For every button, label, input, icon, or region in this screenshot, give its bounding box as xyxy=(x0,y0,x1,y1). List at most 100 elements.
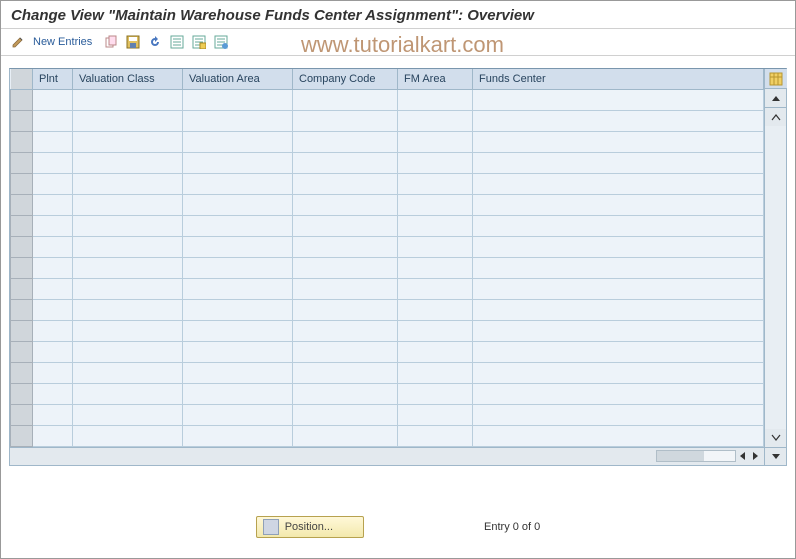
cell[interactable] xyxy=(293,152,398,173)
copy-icon[interactable] xyxy=(102,33,120,51)
cell[interactable] xyxy=(33,278,73,299)
cell[interactable] xyxy=(183,341,293,362)
table-row[interactable] xyxy=(11,362,764,383)
row-selector[interactable] xyxy=(11,131,33,152)
cell[interactable] xyxy=(73,320,183,341)
cell[interactable] xyxy=(183,257,293,278)
cell[interactable] xyxy=(33,404,73,425)
table-row[interactable] xyxy=(11,404,764,425)
cell[interactable] xyxy=(473,299,764,320)
cell[interactable] xyxy=(293,194,398,215)
cell[interactable] xyxy=(293,89,398,110)
cell[interactable] xyxy=(398,236,473,257)
col-company-code[interactable]: Company Code xyxy=(293,69,398,89)
cell[interactable] xyxy=(473,110,764,131)
table-row[interactable] xyxy=(11,173,764,194)
scroll-up-step-button[interactable] xyxy=(765,108,786,126)
table-row[interactable] xyxy=(11,278,764,299)
col-funds-center[interactable]: Funds Center xyxy=(473,69,764,89)
row-selector[interactable] xyxy=(11,341,33,362)
cell[interactable] xyxy=(293,278,398,299)
undo-icon[interactable] xyxy=(146,33,164,51)
row-selector[interactable] xyxy=(11,257,33,278)
row-selector[interactable] xyxy=(11,320,33,341)
cell[interactable] xyxy=(183,425,293,446)
cell[interactable] xyxy=(183,215,293,236)
cell[interactable] xyxy=(33,89,73,110)
row-selector[interactable] xyxy=(11,236,33,257)
cell[interactable] xyxy=(183,278,293,299)
scroll-down-button[interactable] xyxy=(765,447,786,465)
cell[interactable] xyxy=(183,404,293,425)
cell[interactable] xyxy=(33,131,73,152)
col-plnt[interactable]: Plnt xyxy=(33,69,73,89)
cell[interactable] xyxy=(183,320,293,341)
cell[interactable] xyxy=(398,362,473,383)
scroll-up-button[interactable] xyxy=(765,90,786,108)
cell[interactable] xyxy=(398,404,473,425)
scroll-left-icon[interactable] xyxy=(738,451,748,461)
cell[interactable] xyxy=(33,173,73,194)
scroll-down-step-button[interactable] xyxy=(765,429,786,447)
cell[interactable] xyxy=(183,173,293,194)
cell[interactable] xyxy=(33,257,73,278)
col-valuation-class[interactable]: Valuation Class xyxy=(73,69,183,89)
cell[interactable] xyxy=(293,236,398,257)
cell[interactable] xyxy=(183,194,293,215)
cell[interactable] xyxy=(73,89,183,110)
table-row[interactable] xyxy=(11,320,764,341)
cell[interactable] xyxy=(398,341,473,362)
row-selector[interactable] xyxy=(11,110,33,131)
horizontal-scrollbar[interactable] xyxy=(10,447,764,465)
table-row[interactable] xyxy=(11,341,764,362)
table-row[interactable] xyxy=(11,215,764,236)
cell[interactable] xyxy=(473,257,764,278)
cell[interactable] xyxy=(73,110,183,131)
hscroll-track[interactable] xyxy=(656,450,736,462)
cell[interactable] xyxy=(473,320,764,341)
cell[interactable] xyxy=(293,173,398,194)
cell[interactable] xyxy=(183,362,293,383)
cell[interactable] xyxy=(398,131,473,152)
cell[interactable] xyxy=(73,383,183,404)
save-icon[interactable] xyxy=(124,33,142,51)
cell[interactable] xyxy=(398,257,473,278)
cell[interactable] xyxy=(73,215,183,236)
row-selector[interactable] xyxy=(11,194,33,215)
row-selector[interactable] xyxy=(11,425,33,446)
cell[interactable] xyxy=(473,173,764,194)
cell[interactable] xyxy=(293,341,398,362)
cell[interactable] xyxy=(183,383,293,404)
select-column-header[interactable] xyxy=(11,69,33,89)
cell[interactable] xyxy=(398,299,473,320)
table-row[interactable] xyxy=(11,425,764,446)
cell[interactable] xyxy=(473,404,764,425)
cell[interactable] xyxy=(33,425,73,446)
cell[interactable] xyxy=(473,236,764,257)
cell[interactable] xyxy=(473,152,764,173)
cell[interactable] xyxy=(293,131,398,152)
cell[interactable] xyxy=(293,320,398,341)
cell[interactable] xyxy=(183,89,293,110)
edit-icon[interactable] xyxy=(9,33,27,51)
cell[interactable] xyxy=(473,341,764,362)
cell[interactable] xyxy=(293,257,398,278)
cell[interactable] xyxy=(398,110,473,131)
row-selector[interactable] xyxy=(11,383,33,404)
vertical-scrollbar[interactable] xyxy=(764,69,786,465)
row-selector[interactable] xyxy=(11,89,33,110)
cell[interactable] xyxy=(73,341,183,362)
row-selector[interactable] xyxy=(11,362,33,383)
cell[interactable] xyxy=(473,89,764,110)
cell[interactable] xyxy=(73,236,183,257)
cell[interactable] xyxy=(73,152,183,173)
cell[interactable] xyxy=(73,425,183,446)
cell[interactable] xyxy=(293,404,398,425)
cell[interactable] xyxy=(73,194,183,215)
cell[interactable] xyxy=(398,173,473,194)
cell[interactable] xyxy=(33,299,73,320)
row-selector[interactable] xyxy=(11,404,33,425)
cell[interactable] xyxy=(33,362,73,383)
cell[interactable] xyxy=(73,173,183,194)
row-selector[interactable] xyxy=(11,299,33,320)
